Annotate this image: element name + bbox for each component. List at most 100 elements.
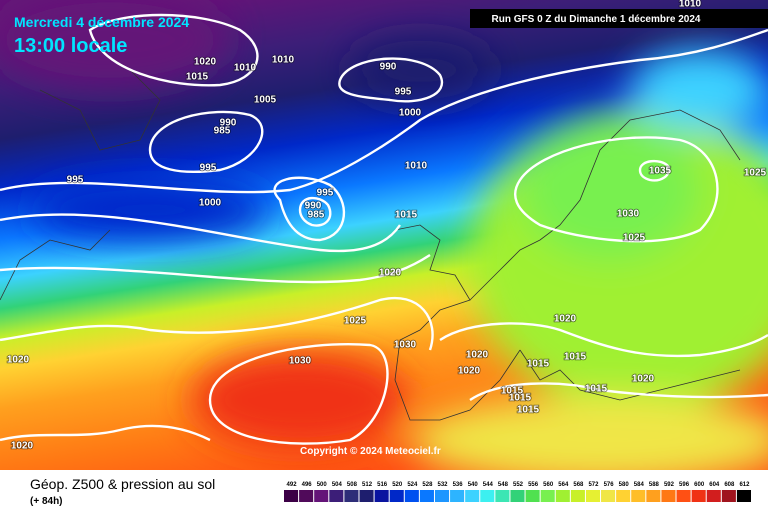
footer-lead: (+ 84h) [30,496,63,507]
isobar-label: 1030 [289,356,312,367]
isobar-label: 1010 [405,161,428,172]
isobar-label: 1005 [254,95,277,106]
scale-swatch [510,490,525,502]
scale-label: 528 [422,482,433,488]
isobar-label: 1020 [11,441,34,452]
isobar-label: 1020 [7,355,30,366]
isobar-label: 1000 [199,198,222,209]
scale-swatch [585,490,601,502]
isobar-label: 1015 [564,352,587,363]
forecast-date: Mercredi 4 décembre 2024 [14,14,189,30]
scale-swatch [601,490,616,502]
scale-label: 496 [302,482,313,488]
scale-swatch [404,490,419,502]
scale-swatch [676,490,691,502]
scale-label: 568 [573,482,584,488]
scale-swatch [389,490,404,502]
isobars [0,13,768,445]
scale-label: 504 [332,482,343,488]
isobar-label: 1020 [379,268,402,279]
scale-label: 508 [347,482,358,488]
isobar-label: 1020 [194,57,217,68]
scale-swatch [525,490,540,502]
scale-label: 584 [634,482,645,488]
scale-swatch [570,490,585,502]
scale-swatch [284,490,299,502]
scale-swatch [691,490,706,502]
scale-label: 540 [468,482,479,488]
scale-label: 536 [453,482,464,488]
isobar-label: 1010 [272,55,295,66]
map-background [0,0,768,485]
scale-swatch [359,490,374,502]
run-banner [470,9,768,28]
scale-label: 552 [513,482,524,488]
scale-label: 580 [619,482,630,488]
isobar-label: 1025 [744,168,767,179]
scale-label: 612 [739,482,750,488]
isobar-label: 1015 [509,393,532,404]
isobar-label: 990 [380,62,397,73]
isobar-label: 1025 [623,233,646,244]
scale-label: 600 [694,482,705,488]
isobar-label: 1015 [585,384,608,395]
scale-swatch [480,490,495,502]
scale-swatch [450,490,465,502]
scale-label: 520 [392,482,403,488]
scale-label: 512 [362,482,373,488]
scale-swatch [721,490,736,502]
scale-label: 532 [438,482,449,488]
isobar-label: 1015 [395,210,418,221]
scale-label: 592 [664,482,675,488]
isobar-label: 1010 [679,0,702,10]
isobar-label: 985 [214,126,231,137]
scale-swatch [314,490,329,502]
scale-swatch [299,490,314,502]
scale-swatch [631,490,646,502]
isobar-label: 1020 [458,366,481,377]
scale-label: 576 [604,482,615,488]
scale-swatch [434,490,450,502]
scale-swatch [495,490,510,502]
isobar-label: 1020 [466,350,489,361]
isobar-label: 1015 [501,386,524,397]
scale-swatch [555,490,570,502]
scale-label: 524 [407,482,418,488]
scale-label: 548 [498,482,509,488]
scale-label: 564 [558,482,569,488]
forecast-time: 13:00 locale [14,35,127,57]
coastlines [0,69,741,421]
scale-swatch [736,490,751,502]
run-info: Run GFS 0 Z du Dimanche 1 décembre 2024 [492,14,701,25]
scale-label: 608 [724,482,735,488]
scale-label: 588 [649,482,660,488]
scale-swatch [465,490,480,502]
scale-swatch [540,490,555,502]
isobar-label: 985 [308,210,325,221]
isobar-label: 995 [317,188,334,199]
isobar-label: 1025 [344,316,367,327]
isobar-label: 1015 [186,72,209,83]
isobar-label: 995 [395,87,412,98]
footer-title: Géop. Z500 & pression au sol [30,476,215,492]
scale-label: 544 [483,482,494,488]
scale-label: 604 [709,482,720,488]
isobar-label: 990 [305,201,322,212]
isobar-label: 1010 [234,63,257,74]
isobar-label: 995 [200,163,217,174]
scale-swatch [616,490,631,502]
scale-swatch [329,490,344,502]
scale-swatch [661,490,676,502]
isobar-label: 1030 [617,209,640,220]
scale-label: 500 [317,482,328,488]
isobar-label: 1020 [632,374,655,385]
scale-label: 596 [679,482,690,488]
isobar-label: 990 [220,118,237,129]
scale-label: 556 [528,482,539,488]
scale-swatch [374,490,389,502]
isobar-labels: 1010102010151010101099010059951000990985… [6,0,767,452]
scale-label: 572 [588,482,599,488]
scale-swatch [344,490,359,502]
